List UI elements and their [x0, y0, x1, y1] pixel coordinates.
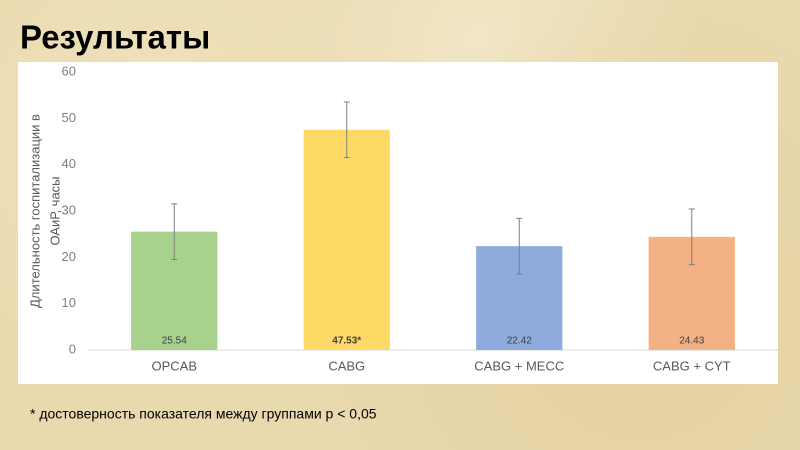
value-label: 47.53* — [332, 336, 361, 347]
bar — [303, 129, 390, 350]
y-axis-label: ОАиР, часы — [47, 176, 62, 245]
value-label: 22.42 — [507, 336, 532, 347]
y-tick-label: 20 — [62, 249, 76, 264]
value-label: 25.54 — [162, 336, 187, 347]
y-tick-label: 0 — [69, 341, 76, 356]
x-tick-label: CABG + CYT — [653, 358, 731, 373]
y-tick-label: 30 — [62, 202, 76, 217]
value-label: 24.43 — [679, 336, 704, 347]
y-tick-label: 60 — [62, 63, 76, 78]
y-tick-label: 10 — [62, 295, 76, 310]
x-tick-label: CABG + MECC — [474, 358, 564, 373]
x-tick-label: OPCAB — [151, 358, 197, 373]
chart-title: Результаты — [20, 19, 210, 56]
y-tick-label: 50 — [62, 110, 76, 125]
y-axis-label: Длительность госпитализации в — [27, 114, 42, 308]
x-tick-label: CABG — [328, 358, 365, 373]
footnote: * достоверность показателя между группам… — [30, 406, 377, 422]
y-tick-label: 40 — [62, 156, 76, 171]
